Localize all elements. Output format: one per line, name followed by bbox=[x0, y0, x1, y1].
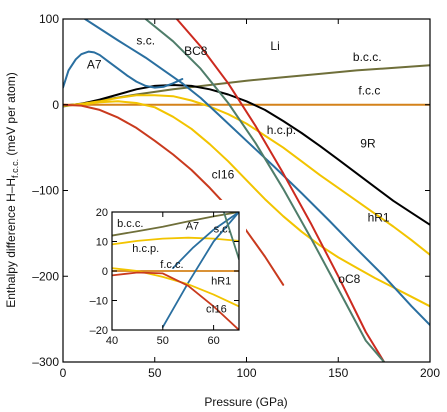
inset-plot-lines bbox=[112, 212, 239, 330]
inset-y-tick-label: –10 bbox=[90, 295, 108, 307]
main-series-label: BC8 bbox=[184, 44, 208, 58]
main-series-line-hR1 bbox=[63, 100, 430, 308]
main-series-label: hR1 bbox=[368, 210, 390, 224]
main-series-line-cI16 bbox=[63, 103, 285, 286]
main-series-line-hcp bbox=[63, 94, 430, 256]
main-series-label: f.c.c bbox=[358, 84, 380, 98]
inset-x-tick-label: 40 bbox=[106, 335, 118, 347]
main-series-label: 9R bbox=[360, 137, 376, 151]
main-y-tick-label: –200 bbox=[32, 269, 59, 283]
inset-series-line-bcc bbox=[112, 212, 239, 237]
main-series-line-A7 bbox=[63, 50, 184, 89]
inset-y-tick-label: 0 bbox=[102, 266, 108, 278]
inset-axis-ticks: 40 50 60 –20 –10 0 10 20 bbox=[90, 207, 239, 347]
main-series-label: Li bbox=[270, 39, 279, 53]
inset-series-label: s.c. bbox=[214, 224, 231, 236]
main-plot-labels: Li s.c. BC8 A7 b.c.c. f.c.c h.c.p. 9R cI16 hR1 oC8 bbox=[87, 34, 390, 286]
inset-x-tick-label: 50 bbox=[157, 335, 169, 347]
inset-series-line-hcp bbox=[112, 236, 239, 246]
main-series-label: s.c. bbox=[136, 34, 155, 48]
main-series-label: A7 bbox=[87, 58, 102, 72]
main-y-tick-label: 100 bbox=[39, 12, 59, 26]
main-series-label: h.c.p. bbox=[267, 123, 296, 137]
inset-series-label: h.c.p. bbox=[132, 243, 159, 255]
main-series-label: oC8 bbox=[338, 272, 360, 286]
inset-series-label: b.c.c. bbox=[117, 218, 143, 230]
y-axis-label-main: Enthalpy difference H–H bbox=[4, 178, 18, 308]
main-x-tick-label: 100 bbox=[236, 366, 256, 380]
inset-x-tick-label: 60 bbox=[207, 335, 219, 347]
y-axis-label: Enthalpy difference H–Hf.c.c. (meV per a… bbox=[4, 72, 20, 308]
inset-y-tick-label: –20 bbox=[90, 325, 108, 337]
inset-y-tick-label: 10 bbox=[96, 236, 108, 248]
inset-series-line-cI16 bbox=[112, 271, 239, 330]
inset-series-line-sc bbox=[161, 212, 239, 328]
main-x-tick-label: 150 bbox=[328, 366, 348, 380]
x-axis-label: Pressure (GPa) bbox=[204, 395, 287, 409]
main-series-line-BC8 bbox=[175, 19, 386, 362]
main-series-line-oC8 bbox=[144, 19, 386, 362]
inset-plot-labels: b.c.c. A7 s.c. h.c.p.f.c.c. hR1 cI16 bbox=[117, 218, 231, 315]
y-axis-label-subscript: f.c.c. bbox=[10, 159, 20, 178]
main-series-line-9R bbox=[63, 84, 430, 226]
main-x-tick-label: 0 bbox=[60, 366, 67, 380]
main-x-tick-label: 50 bbox=[148, 366, 162, 380]
inset-series-label: A7 bbox=[186, 221, 199, 233]
main-series-label: cI16 bbox=[212, 168, 235, 182]
inset-series-label: hR1 bbox=[211, 275, 231, 287]
main-y-tick-label: –300 bbox=[32, 355, 59, 369]
main-series-line-sc bbox=[84, 19, 430, 327]
main-plot-lines bbox=[63, 19, 430, 362]
inset-series-label: cI16 bbox=[206, 303, 227, 315]
main-y-tick-label: –100 bbox=[32, 184, 59, 198]
inset-series-label: f.c.c. bbox=[160, 259, 183, 271]
main-y-tick-label: 0 bbox=[52, 98, 59, 112]
main-x-tick-label: 200 bbox=[420, 366, 440, 380]
y-axis-label-unit: (meV per atom) bbox=[4, 72, 18, 159]
inset-y-tick-label: 20 bbox=[96, 207, 108, 219]
main-series-label: b.c.c. bbox=[353, 50, 382, 64]
inset-series-line-oC8 bbox=[222, 212, 239, 261]
